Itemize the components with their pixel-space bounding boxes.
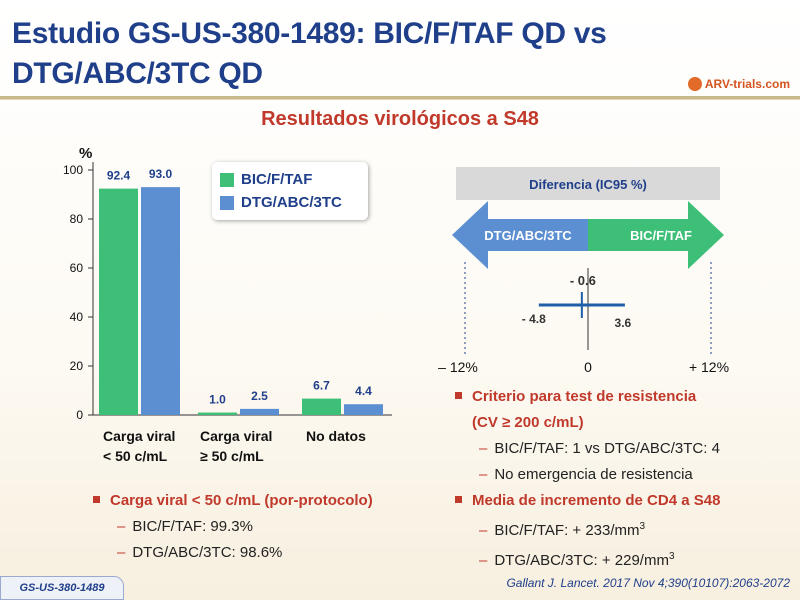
legend-label-bic: BIC/F/TAF [241,171,313,188]
study-tag: GS-US-380-1489 [0,576,124,600]
arrow-left-label: DTG/ABC/3TC [484,228,572,243]
bullet-square-icon [93,496,100,503]
category-label-2-line2: ≥ 50 c/mL [200,448,264,464]
right-bullet-2-sub-1-text: BIC/F/TAF: + 233/mm [494,522,640,539]
legend-label-dtg: DTG/ABC/3TC [241,194,342,211]
bar-bic [99,188,138,415]
dash-icon: – [479,552,488,569]
legend-swatch-bic [220,172,234,187]
title-divider-light [0,99,800,100]
arrow-right-icon [588,201,724,269]
data-label: 1.0 [209,393,226,407]
right-bullet-2-sub-2: – DTG/ABC/3TC: + 229/mm3 [455,544,720,574]
right-bullet-1-text: Criterio para test de resistencia [472,388,697,405]
forest-header-box [456,167,720,200]
data-label: 6.7 [313,379,330,393]
y-axis-label: % [79,145,92,162]
arrow-left-icon [452,201,588,269]
bar-dtg [141,187,180,415]
bar-bic [198,412,237,415]
superscript: 3 [668,551,675,562]
axis-label-zero: 0 [584,359,592,375]
citation: Gallant J. Lancet. 2017 Nov 4;390(10107)… [506,576,790,590]
arv-trials-logo[interactable]: ARV-trials.com [687,77,790,91]
right-bullet-1-cont: (CV ≥ 200 c/mL) [472,414,584,431]
right-bullet-2-sub-2-text: DTG/ABC/3TC: + 229/mm [494,552,669,569]
right-bullet-2-sub-1: – BIC/F/TAF: + 233/mm3 [455,514,720,544]
slide-subtitle: Resultados virológicos a S48 [261,108,539,130]
arrow-right-label: BIC/F/TAF [630,228,692,243]
bullet-square-icon [455,496,462,503]
category-label-3: No datos [306,426,366,446]
estimate-label: - 0.6 [570,273,596,288]
ci-lower-label: - 4.8 [522,312,546,326]
bar-dtg [344,404,383,415]
superscript: 3 [639,521,646,532]
dash-icon: – [117,544,126,561]
left-bullet-sub-1-text: BIC/F/TAF: 99.3% [132,518,253,535]
right-bullet-list: Criterio para test de resistencia (CV ≥ … [455,384,720,574]
title-divider [0,96,800,99]
y-tick-label: 80 [70,212,84,226]
ci-upper-label: 3.6 [615,316,632,330]
legend-item-bic: BIC/F/TAF [220,168,368,191]
right-bullet-1: Criterio para test de resistencia [455,384,720,410]
category-label-1-line2: < 50 c/mL [103,448,168,464]
category-label-2: Carga viral ≥ 50 c/mL [200,426,272,466]
y-tick-label: 60 [70,261,84,275]
logo-text: ARV-trials.com [704,77,790,91]
bar-dtg [240,408,279,415]
y-tick-label: 100 [63,163,83,177]
right-bullet-1-sub-1-text: BIC/F/TAF: 1 vs DTG/ABC/3TC: 4 [494,440,720,457]
axis-label-right: + 12% [689,359,729,375]
bullet-square-icon [455,392,462,399]
data-label: 2.5 [251,389,268,403]
page-title: Estudio GS-US-380-1489: BIC/F/TAF QD vs … [12,17,607,90]
y-tick-label: 0 [76,408,83,422]
forest-header: Diferencia (IC95 %) [529,177,647,192]
left-bullet-main: Carga viral < 50 c/mL (por-protocolo) [93,488,373,514]
data-label: 4.4 [355,384,372,398]
dash-icon: – [479,466,488,483]
right-bullet-2: Media de incremento de CD4 a S48 [455,488,720,514]
right-bullet-2-text: Media de incremento de CD4 a S48 [472,492,721,509]
right-bullet-1-sub-1: – BIC/F/TAF: 1 vs DTG/ABC/3TC: 4 [455,436,720,462]
legend-item-dtg: DTG/ABC/3TC [220,191,368,214]
dash-icon: – [479,522,488,539]
dash-icon: – [479,440,488,457]
left-bullet-sub-2-text: DTG/ABC/3TC: 98.6% [132,544,283,561]
axis-label-left: – 12% [438,359,478,375]
bar-bic [302,398,341,415]
right-bullet-1-sub-2: – No emergencia de resistencia [455,462,720,488]
data-label: 92.4 [107,169,131,183]
category-label-1-line1: Carga viral [103,428,176,444]
category-label-2-line1: Carga viral [200,428,273,444]
left-bullet-sub-2: – DTG/ABC/3TC: 98.6% [93,540,373,566]
logo-icon [687,77,702,91]
legend-swatch-dtg [220,195,234,210]
category-label-3-line1: No datos [306,428,366,444]
dash-icon: – [117,518,126,535]
left-bullet-main-text: Carga viral < 50 c/mL (por-protocolo) [110,492,373,509]
left-bullet-sub-1: – BIC/F/TAF: 99.3% [93,514,373,540]
y-tick-label: 20 [70,359,84,373]
chart-legend: BIC/F/TAF DTG/ABC/3TC [212,162,368,220]
right-bullet-1-sub-2-text: No emergencia de resistencia [494,466,693,483]
data-label: 93.0 [149,167,173,181]
y-tick-label: 40 [70,310,84,324]
category-label-1: Carga viral < 50 c/mL [103,426,175,466]
left-bullet-list: Carga viral < 50 c/mL (por-protocolo) – B… [93,488,373,566]
